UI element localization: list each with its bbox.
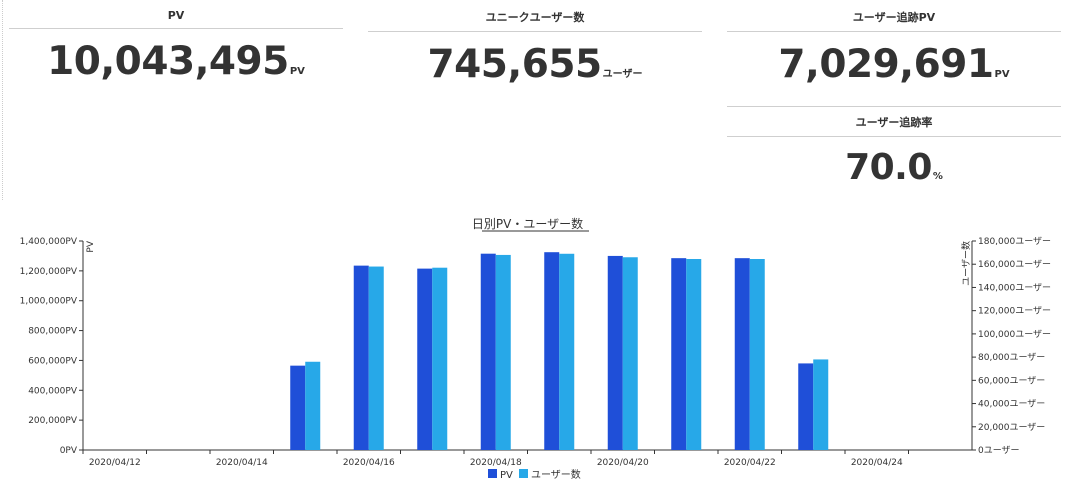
x-tick-label: 2020/04/14	[216, 458, 268, 468]
y-right-tick-label: 20,000ユーザー	[978, 422, 1045, 433]
x-tick-label: 2020/04/18	[470, 458, 522, 468]
bar-users	[305, 361, 321, 450]
unique-users-unit: ユーザー	[602, 69, 643, 80]
y-right-tick-label: 160,000ユーザー	[978, 259, 1051, 270]
x-tick-label: 2020/04/24	[851, 458, 903, 468]
pv-card: PV 10,043,495PV	[9, 2, 343, 84]
x-tick-label: 2020/04/20	[597, 458, 649, 468]
y-left-tick-label: 0PV	[60, 446, 78, 456]
y-right-tick-label: 60,000ユーザー	[978, 375, 1045, 386]
y-left-tick-label: 400,000PV	[28, 386, 78, 396]
tracked-pv-value: 7,029,691	[778, 42, 994, 87]
y-left-tick-label: 600,000PV	[28, 356, 78, 366]
bar-users	[622, 257, 638, 450]
y-right-tick-label: 80,000ユーザー	[978, 352, 1045, 363]
tracked-pv-card: ユーザー追跡PV 7,029,691PV	[727, 2, 1061, 87]
bar-pv	[544, 252, 560, 450]
x-tick-label: 2020/04/16	[343, 458, 395, 468]
y-left-axis-label: PV	[86, 240, 96, 252]
y-left-tick-label: 1,400,000PV	[20, 237, 78, 247]
unique-users-card-title: ユニークユーザー数	[368, 2, 702, 32]
x-tick-label: 2020/04/12	[89, 458, 141, 468]
bar-users	[813, 359, 829, 450]
tracked-pv-card-title: ユーザー追跡PV	[727, 2, 1061, 32]
bar-pv	[353, 265, 369, 450]
y-right-tick-label: 180,000ユーザー	[978, 236, 1051, 247]
tracking-rate-unit: %	[932, 171, 943, 182]
x-tick-label: 2020/04/22	[724, 458, 776, 468]
y-right-tick-label: 120,000ユーザー	[978, 306, 1051, 317]
unique-users-value: 745,655	[427, 42, 603, 87]
pv-value: 10,043,495	[47, 39, 289, 84]
tracking-rate-card-title: ユーザー追跡率	[727, 106, 1061, 137]
bar-pv	[290, 365, 306, 450]
tracking-rate-card: ユーザー追跡率 70.0%	[727, 106, 1061, 188]
bar-pv	[607, 255, 623, 450]
y-right-tick-label: 140,000ユーザー	[978, 282, 1051, 293]
legend-pv-swatch	[488, 469, 497, 478]
y-right-axis-label: ユーザー数	[960, 241, 972, 286]
y-left-tick-label: 200,000PV	[28, 416, 78, 426]
y-right-tick-label: 100,000ユーザー	[978, 329, 1051, 340]
bar-users	[559, 253, 575, 450]
legend-pv-label: PV	[500, 470, 513, 481]
bar-users	[495, 254, 511, 450]
y-right-tick-label: 40,000ユーザー	[978, 399, 1045, 410]
chart-title: 日別PV・ユーザー数	[472, 216, 583, 231]
bar-pv	[734, 258, 750, 450]
unique-users-card: ユニークユーザー数 745,655ユーザー	[368, 2, 702, 87]
bar-pv	[671, 258, 687, 450]
tracking-rate-value: 70.0	[845, 147, 932, 188]
y-left-tick-label: 1,200,000PV	[20, 267, 78, 277]
bar-users	[686, 258, 702, 450]
bar-pv	[417, 268, 433, 450]
bar-pv	[480, 253, 496, 450]
bar-pv	[798, 363, 814, 450]
legend-users-label: ユーザー数	[531, 468, 581, 481]
tracked-pv-unit: PV	[994, 69, 1010, 80]
left-divider	[2, 0, 3, 200]
legend-users-swatch	[519, 469, 528, 478]
bar-users	[368, 266, 384, 450]
y-right-tick-label: 0ユーザー	[978, 445, 1020, 456]
y-left-tick-label: 800,000PV	[28, 327, 78, 337]
bar-users	[749, 258, 765, 450]
pv-card-title: PV	[9, 2, 343, 29]
y-left-tick-label: 1,000,000PV	[20, 297, 78, 307]
bar-users	[432, 267, 448, 450]
pv-unit: PV	[289, 66, 305, 77]
